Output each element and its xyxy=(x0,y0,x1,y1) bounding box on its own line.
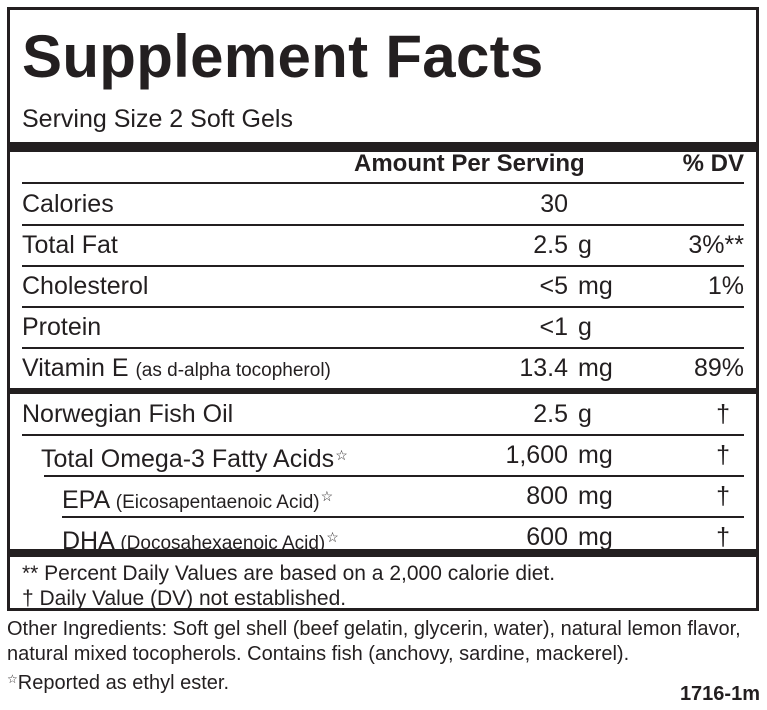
row-divider xyxy=(44,475,744,477)
nutrient-row-total-fat: Total Fat 2.5 g 3%** xyxy=(10,225,756,265)
ingredient-dv: † xyxy=(716,400,730,428)
nutrient-row-protein: Protein <1 g xyxy=(10,307,756,347)
ingredient-name-text: EPA xyxy=(62,486,109,514)
nutrient-unit: mg xyxy=(578,272,613,300)
star-footnote: ☆Reported as ethyl ester. xyxy=(7,667,752,696)
nutrient-name: Cholesterol xyxy=(22,272,149,300)
footnote-dv-not-established: † Daily Value (DV) not established. xyxy=(22,587,347,610)
thick-divider-bottom xyxy=(10,549,756,557)
nutrient-dv: 1% xyxy=(707,272,744,300)
ingredient-detail: (Docosahexaenoic Acid) xyxy=(120,533,326,554)
ingredient-amount: 2.5 xyxy=(533,400,568,428)
nutrient-amount: <5 xyxy=(539,272,568,300)
serving-size: Serving Size 2 Soft Gels xyxy=(22,105,293,133)
row-divider xyxy=(22,434,744,436)
ingredient-detail: (Eicosapentaenoic Acid) xyxy=(115,492,320,513)
nutrient-name: Calories xyxy=(22,190,114,218)
thick-divider-middle xyxy=(10,388,756,394)
daily-value-header: % DV xyxy=(682,150,744,177)
ethyl-ester-star-icon: ☆ xyxy=(320,488,334,504)
ingredient-unit: g xyxy=(578,400,592,428)
ingredient-name: Norwegian Fish Oil xyxy=(22,400,234,428)
nutrient-row-vitamin-e: Vitamin E (as d-alpha tocopherol) 13.4 m… xyxy=(10,348,756,388)
nutrient-name: Protein xyxy=(22,313,102,341)
ingredient-unit: mg xyxy=(578,482,613,510)
nutrient-name: Vitamin E (as d-alpha tocopherol) xyxy=(22,353,331,386)
star-footnote-text: Reported as ethyl ester. xyxy=(17,672,229,694)
ingredient-name-text: Total Omega-3 Fatty Acids xyxy=(41,445,335,473)
nutrient-amount: 2.5 xyxy=(533,231,568,259)
supplement-facts-panel: Supplement Facts Serving Size 2 Soft Gel… xyxy=(7,7,759,611)
ethyl-ester-star-icon: ☆ xyxy=(326,529,339,545)
nutrient-amount: 13.4 xyxy=(519,354,568,382)
nutrient-amount: 30 xyxy=(540,190,568,218)
nutrient-unit: g xyxy=(578,313,592,341)
nutrient-name-text: Vitamin E xyxy=(22,354,129,382)
star-footnote-icon: ☆ xyxy=(7,672,18,686)
thick-divider-top xyxy=(10,142,756,152)
ingredient-amount: 800 xyxy=(526,482,568,510)
ingredient-dv: † xyxy=(716,441,730,469)
row-divider xyxy=(22,347,744,349)
nutrient-dv: 3%** xyxy=(688,231,744,259)
ingredient-dv: † xyxy=(716,523,730,551)
nutrient-row-cholesterol: Cholesterol <5 mg 1% xyxy=(10,266,756,306)
panel-title: Supplement Facts xyxy=(22,23,544,90)
row-divider xyxy=(22,306,744,308)
ingredient-unit: mg xyxy=(578,441,613,469)
row-divider xyxy=(22,224,744,226)
ingredient-name: Total Omega-3 Fatty Acids☆ xyxy=(41,440,348,474)
nutrient-dv: 89% xyxy=(693,354,744,382)
ethyl-ester-star-icon: ☆ xyxy=(335,447,348,463)
other-ingredients-text: Other Ingredients: Soft gel shell (beef … xyxy=(7,618,741,665)
nutrient-unit: g xyxy=(578,231,592,259)
row-divider xyxy=(22,265,744,267)
row-divider xyxy=(62,516,744,518)
amount-per-serving-header: Amount Per Serving xyxy=(354,150,585,177)
header-divider xyxy=(22,182,744,184)
product-code: 1716-1m xyxy=(679,683,760,705)
nutrient-row-calories: Calories 30 xyxy=(10,184,756,224)
ingredient-row-fish-oil: Norwegian Fish Oil 2.5 g † xyxy=(10,394,756,434)
ingredient-amount: 1,600 xyxy=(505,441,568,469)
ingredient-row-omega-3: Total Omega-3 Fatty Acids☆ 1,600 mg † xyxy=(10,435,756,475)
nutrient-detail: (as d-alpha tocopherol) xyxy=(135,360,331,381)
ingredient-unit: mg xyxy=(578,523,613,551)
nutrient-unit: mg xyxy=(578,354,613,382)
nutrient-amount: <1 xyxy=(539,313,568,341)
ingredient-row-epa: EPA (Eicosapentaenoic Acid)☆ 800 mg † xyxy=(10,476,756,516)
ingredient-dv: † xyxy=(716,482,730,510)
nutrient-name: Total Fat xyxy=(22,231,118,259)
other-ingredients-block: Other Ingredients: Soft gel shell (beef … xyxy=(7,617,752,696)
ingredient-name: EPA (Eicosapentaenoic Acid)☆ xyxy=(62,481,333,518)
footnote-percent-dv: ** Percent Daily Values are based on a 2… xyxy=(22,562,556,585)
ingredient-amount: 600 xyxy=(526,523,568,551)
